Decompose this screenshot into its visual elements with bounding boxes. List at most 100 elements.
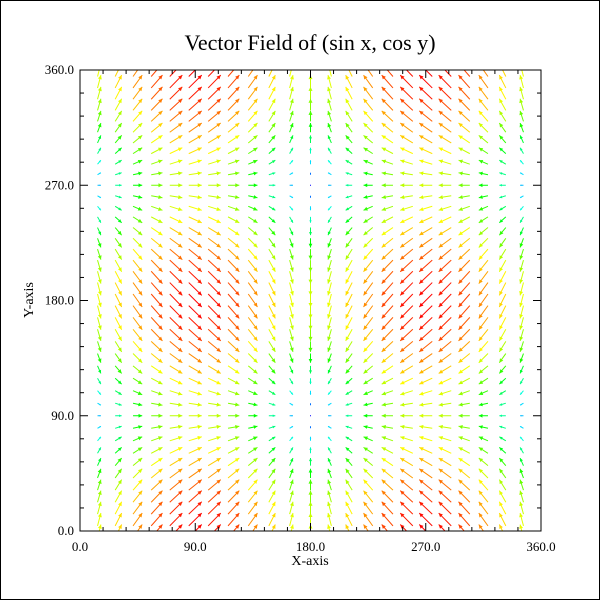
vector-arrow — [268, 227, 276, 236]
vector-arrow — [248, 171, 258, 176]
vector-arrow — [188, 147, 202, 155]
vector-arrow — [499, 159, 507, 165]
vector-arrow — [478, 341, 489, 353]
vector-arrow — [207, 479, 222, 491]
vector-arrow — [268, 402, 276, 406]
vector-arrow — [345, 414, 353, 418]
vector-arrow — [519, 205, 524, 211]
vector-arrow — [207, 74, 222, 89]
vector-arrow — [478, 512, 489, 527]
vector-arrow — [97, 524, 102, 531]
vector-arrow — [188, 237, 203, 248]
vector-arrow — [363, 446, 373, 454]
vector-arrow — [97, 195, 102, 199]
vector-arrow — [345, 110, 353, 122]
vector-arrow — [438, 171, 452, 176]
vector-arrow — [247, 134, 258, 144]
vector-arrow — [399, 86, 414, 100]
vector-arrow — [308, 271, 313, 284]
vector-arrow — [458, 227, 471, 236]
vector-arrow — [498, 248, 507, 260]
vector-arrow — [478, 479, 489, 491]
vector-arrow — [419, 216, 433, 224]
vector-arrow — [115, 402, 122, 406]
vector-arrow — [327, 353, 332, 363]
vector-arrow — [519, 86, 524, 100]
vector-arrow — [478, 501, 489, 515]
vector-arrow — [327, 86, 332, 100]
vector-arrow — [327, 74, 332, 89]
vector-arrow — [247, 237, 258, 248]
vector-arrow — [97, 305, 102, 319]
vector-arrow — [458, 122, 471, 133]
vector-arrow — [97, 110, 102, 122]
vector-arrow — [247, 457, 258, 467]
vector-arrow — [419, 436, 433, 442]
vector-arrows — [97, 70, 524, 531]
vector-arrow — [381, 259, 394, 273]
vector-arrow — [400, 402, 413, 407]
vector-arrow — [169, 317, 183, 331]
vector-arrow — [438, 424, 452, 429]
vector-arrow — [308, 479, 313, 491]
vector-arrow — [248, 195, 258, 199]
vector-arrow — [268, 377, 276, 385]
vector-arrow — [363, 479, 374, 491]
vector-arrow — [399, 282, 414, 296]
vector-arrow — [458, 490, 471, 503]
vector-arrow — [207, 501, 222, 515]
vector-arrow — [458, 390, 470, 396]
vector-arrow — [458, 293, 471, 308]
vector-arrow — [97, 70, 100, 77]
vector-arrow — [289, 259, 294, 272]
vector-arrow — [268, 74, 276, 89]
vector-arrow — [363, 282, 374, 296]
vector-arrow — [150, 270, 163, 284]
vector-arrow — [345, 172, 353, 176]
vector-arrow — [207, 122, 222, 133]
vector-arrow — [519, 490, 524, 503]
vector-arrow — [438, 293, 452, 308]
vector-arrow — [381, 353, 394, 364]
vector-arrow — [438, 205, 452, 211]
vector-arrow — [150, 328, 163, 342]
vector-arrow — [363, 402, 373, 407]
vector-arrow — [188, 413, 202, 418]
vector-arrow — [227, 248, 240, 261]
vector-arrow — [114, 216, 123, 224]
vector-arrow — [381, 317, 394, 331]
vector-arrow — [444, 70, 452, 77]
vector-arrow — [247, 317, 258, 331]
vector-arrow — [289, 86, 294, 100]
vector-arrow — [327, 329, 332, 342]
vector-arrow — [327, 479, 332, 491]
vector-arrow — [151, 195, 163, 200]
vector-arrow — [438, 328, 452, 342]
vector-arrow — [97, 447, 102, 454]
vector-arrow — [114, 135, 123, 144]
vector-arrow — [308, 238, 313, 248]
vector-arrow — [248, 402, 258, 407]
vector-arrow — [345, 183, 353, 187]
vector-arrow — [438, 353, 452, 364]
vector-arrow — [363, 195, 373, 199]
vector-arrow — [97, 205, 102, 211]
vector-arrow — [115, 195, 122, 199]
vector-arrow — [248, 377, 258, 385]
vector-arrow — [327, 293, 332, 308]
vector-arrow — [247, 70, 254, 77]
vector-arrow — [207, 248, 222, 261]
vector-arrow — [329, 70, 332, 77]
vector-arrow — [327, 98, 332, 111]
vector-arrow — [327, 468, 332, 479]
vector-arrow — [418, 317, 433, 331]
vector-arrow — [114, 490, 123, 503]
vector-arrow — [520, 415, 524, 417]
vector-arrow — [309, 378, 312, 385]
vector-arrow — [399, 270, 414, 284]
vector-arrow — [327, 159, 332, 165]
vector-arrow — [438, 122, 452, 133]
vector-arrow — [363, 512, 374, 527]
vector-arrow — [289, 195, 294, 199]
vector-arrow — [345, 468, 353, 479]
